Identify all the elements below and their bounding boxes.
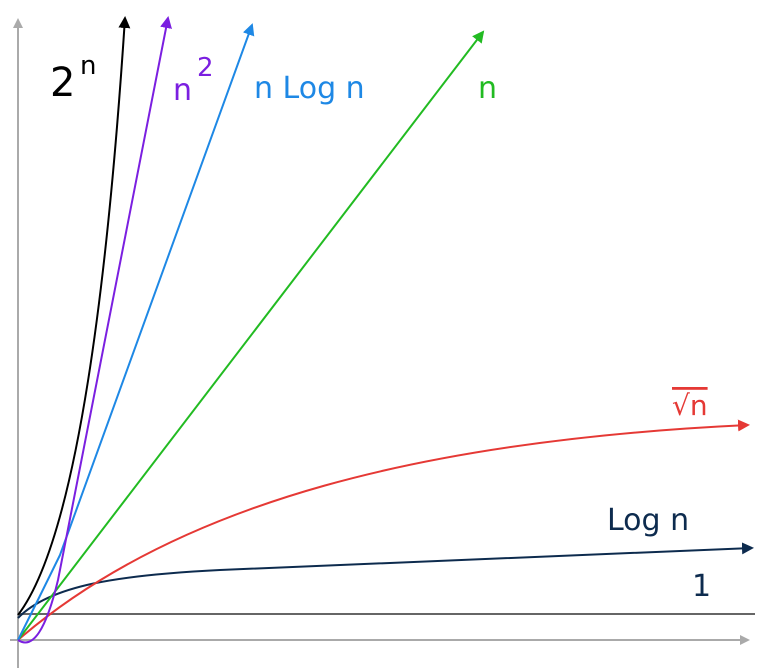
log-curve <box>17 542 754 619</box>
label: n Log n <box>254 71 365 106</box>
label-exponent: 2 <box>197 53 214 83</box>
nlogn-curve <box>17 23 255 641</box>
quadratic-curve <box>17 16 172 644</box>
label: 1 <box>692 569 711 604</box>
label: Log n <box>607 503 689 538</box>
exponential-curve <box>17 16 131 616</box>
label: n <box>478 71 497 106</box>
label: n <box>173 73 192 108</box>
label: 2 <box>50 60 75 106</box>
label: √n <box>672 389 708 422</box>
sqrt-curve <box>17 419 750 641</box>
label-exponent: n <box>80 51 96 81</box>
linear-curve <box>17 30 485 641</box>
